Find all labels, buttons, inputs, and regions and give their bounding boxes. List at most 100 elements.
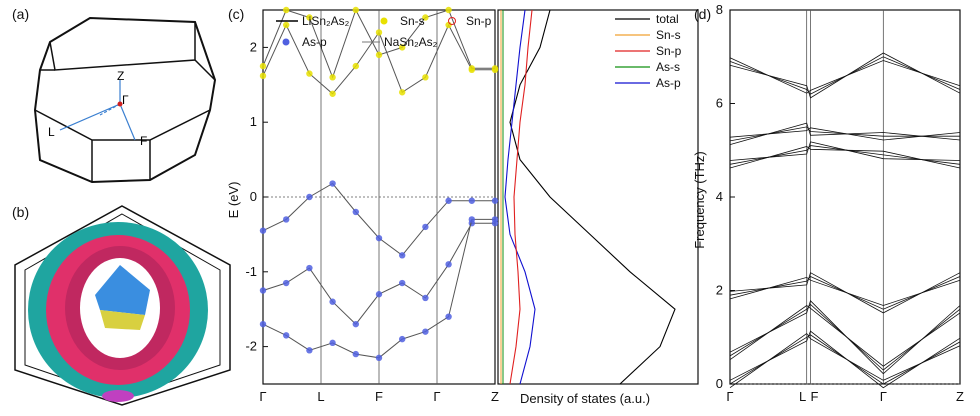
phonon-branch xyxy=(729,330,961,389)
band-projection-marker xyxy=(329,74,336,81)
phonon-branch xyxy=(729,57,961,94)
band-projection-marker xyxy=(422,223,429,231)
band-xtick-label: Γ xyxy=(259,389,266,404)
band-projection-marker xyxy=(468,216,475,223)
band-projection-marker xyxy=(491,216,499,223)
phonon-ytick-label: 2 xyxy=(716,283,723,298)
band-projection-marker xyxy=(306,70,313,77)
phonon-xtick-label: L xyxy=(799,389,806,404)
band-projection-marker xyxy=(375,29,383,36)
panel-a-label: (a) xyxy=(12,6,30,22)
phonon-branch xyxy=(729,303,961,371)
legend-as-p: As-p xyxy=(302,35,327,49)
band-projection-marker xyxy=(399,44,406,51)
band-projection-marker xyxy=(399,252,406,259)
dos-total-line xyxy=(509,9,676,385)
band-projection-marker xyxy=(399,335,406,343)
band-projection-marker xyxy=(352,62,359,70)
band-projection-marker xyxy=(422,14,429,21)
phonon-ytick-label: 0 xyxy=(716,376,723,391)
phonon-xtick-label: F xyxy=(811,389,819,404)
dos-as-p-line xyxy=(504,9,536,385)
phonon-plot-frame xyxy=(729,9,961,385)
band-projection-marker xyxy=(352,6,359,14)
panel-b: (b) xyxy=(0,200,240,411)
panel-a: (a) Z Γ L F xyxy=(0,0,240,200)
bz-point-f: F xyxy=(140,134,147,148)
phonon-branch xyxy=(729,52,961,99)
band-ylabel: E (eV) xyxy=(226,182,241,219)
band-projection-marker xyxy=(329,298,336,305)
panel-d-label: (d) xyxy=(694,6,712,22)
phonon-ytick-label: 6 xyxy=(716,96,723,111)
dos-plot-frame xyxy=(497,9,699,385)
band-xtick-label: Z xyxy=(491,389,499,404)
band-projection-marker xyxy=(283,21,290,29)
dos-legend-total: total xyxy=(656,12,679,26)
bz-point-l: L xyxy=(48,125,55,139)
band-projection-marker xyxy=(445,313,452,320)
phonon-xtick-label: Γ xyxy=(880,389,887,404)
band-projection-marker xyxy=(445,21,452,29)
band-projection-marker xyxy=(259,72,267,80)
dos-sn-p-line xyxy=(509,9,533,385)
band-projection-marker xyxy=(375,51,383,59)
band-projection-marker xyxy=(468,65,475,72)
legend-lisn2as2: LiSn₂As₂ xyxy=(302,14,350,28)
band-projection-marker xyxy=(491,197,499,204)
band-ytick-label: -1 xyxy=(245,264,257,279)
dos-legend-as-s: As-s xyxy=(656,60,680,74)
phonon-branch xyxy=(729,122,961,145)
band-projection-marker xyxy=(445,6,452,14)
band-projection-marker xyxy=(306,14,313,21)
band-projection-marker xyxy=(259,320,267,328)
band-projection-marker xyxy=(283,216,290,223)
band-projection-marker xyxy=(283,6,290,14)
band-projection-marker xyxy=(329,90,336,97)
phonon-xtick-label: Z xyxy=(956,389,964,404)
band-projection-marker xyxy=(399,279,406,287)
dos-legend: total Sn-s Sn-p As-s As-p xyxy=(615,12,682,90)
phonon-ylabel: Frequency (THz) xyxy=(692,151,707,249)
band-projection-marker xyxy=(445,261,452,268)
panel-c: (c) Γ L F Γ Z 2 1 0 -1 -2 E (eV) Density of state… xyxy=(220,0,710,411)
band-projection-marker xyxy=(375,234,383,242)
phonon-ytick-label: 8 xyxy=(716,2,723,17)
phonon-branch xyxy=(729,126,960,142)
phonon-xtick-label: Γ xyxy=(726,389,733,404)
band-xtick-label: F xyxy=(375,389,383,404)
bz-point-z: Z xyxy=(117,69,124,83)
band-projection-marker xyxy=(468,197,475,204)
band-projection-marker xyxy=(283,332,290,339)
band-projection-marker xyxy=(329,339,336,347)
band-legend: LiSn₂As₂ Sn-s Sn-p As-p NaSn₂As₂ xyxy=(276,14,492,49)
band-projection-marker xyxy=(445,197,452,204)
legend-nasn2as2: NaSn₂As₂ xyxy=(384,35,438,49)
legend-sn-p: Sn-p xyxy=(466,14,492,28)
phonon-branch xyxy=(729,305,961,367)
band-projection-marker xyxy=(306,193,313,201)
band-projection-marker xyxy=(375,354,383,362)
band-projection-marker xyxy=(375,291,383,298)
band-projection-marker xyxy=(399,89,406,96)
band-projection-marker xyxy=(352,320,359,328)
legend-sn-s: Sn-s xyxy=(400,14,425,28)
band-structure-chart: Γ L F Γ Z 2 1 0 -1 -2 E (eV) Density of states (a… xyxy=(226,6,699,406)
phonon-branch xyxy=(729,334,961,385)
band-ytick-label: 0 xyxy=(250,189,257,204)
fermi-surface-image xyxy=(14,205,231,406)
band-ytick-label: -2 xyxy=(245,339,257,354)
phonon-ytick-label: 4 xyxy=(716,189,723,204)
band-xtick-label: L xyxy=(317,389,324,404)
band-projection-marker xyxy=(422,328,429,335)
phonon-branch xyxy=(729,300,961,375)
band-projection-marker xyxy=(283,279,290,287)
brillouin-zone-diagram: Z Γ L F xyxy=(33,16,217,184)
phonon-dispersion-chart: Γ L F Γ Z 0 2 4 6 8 Frequency (THz) xyxy=(692,2,964,404)
band-projection-marker xyxy=(259,62,267,70)
bz-point-gamma: Γ xyxy=(122,93,129,107)
band-projection-marker xyxy=(422,294,429,302)
band-projection-marker xyxy=(306,347,313,354)
band-projection-marker xyxy=(352,208,359,216)
band-projection-marker xyxy=(306,264,313,272)
